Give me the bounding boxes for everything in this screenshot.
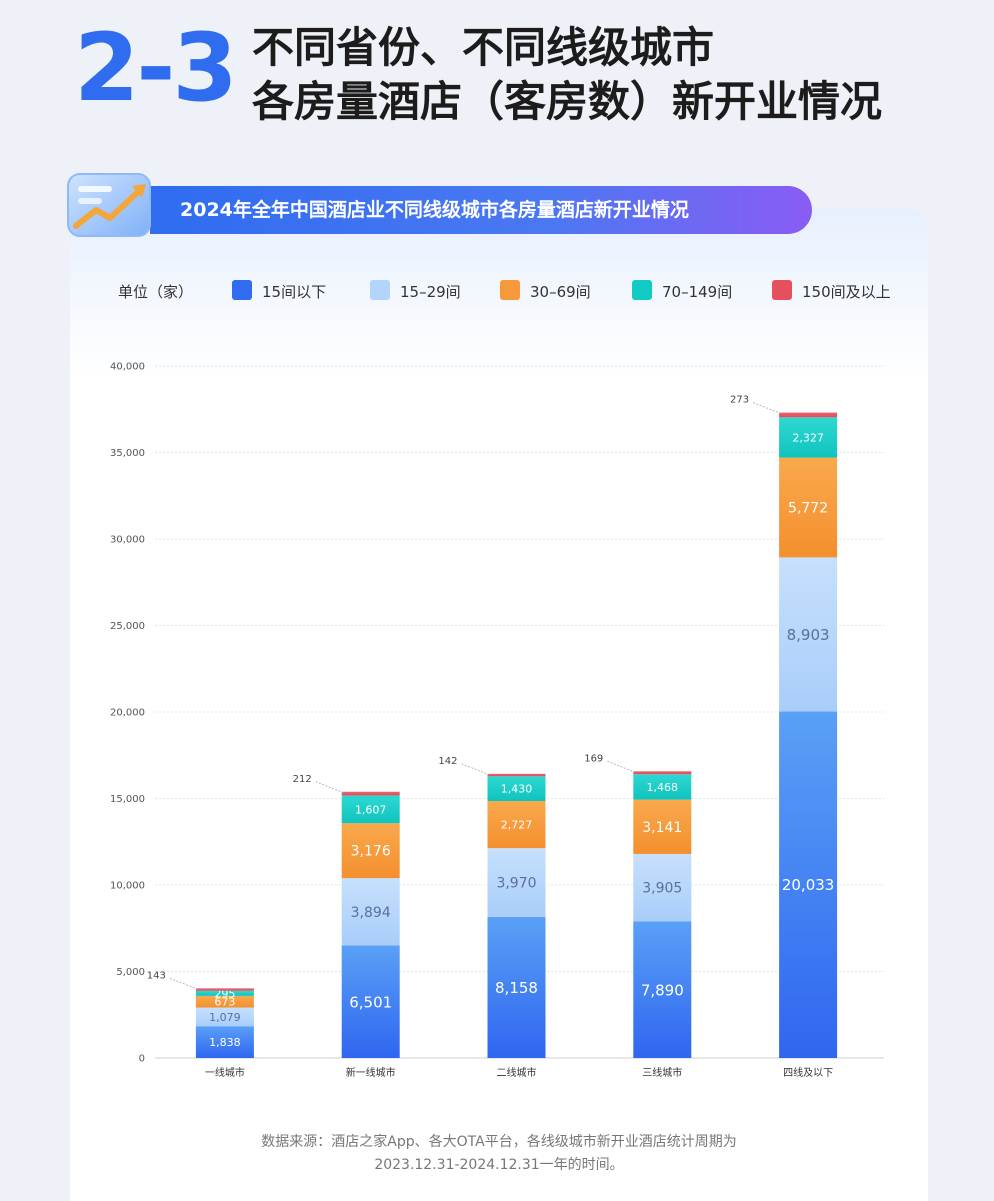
y-tick-label: 25,000 (110, 621, 145, 632)
bar-segment (633, 853, 692, 922)
bar-segment (195, 988, 254, 991)
data-label: 3,905 (642, 881, 682, 897)
bar-segment (341, 878, 400, 946)
data-label: 7,890 (641, 981, 684, 999)
legend-swatch (232, 280, 252, 300)
bar-segment (341, 795, 400, 824)
bar-segment (633, 921, 692, 1058)
data-label-top: 212 (293, 774, 312, 785)
legend-swatch (772, 280, 792, 300)
callout-leader (315, 781, 344, 794)
bar-segment (341, 791, 400, 796)
y-tick-label: 40,000 (110, 362, 145, 373)
data-label: 3,141 (642, 820, 682, 836)
bar-segment (341, 945, 400, 1058)
bar-segment (195, 1026, 254, 1058)
data-label-top: 169 (584, 753, 603, 764)
legend-swatch (500, 280, 520, 300)
data-label: 8,158 (495, 979, 538, 997)
data-label: 1,838 (209, 1036, 241, 1049)
callout-leader (752, 402, 782, 414)
data-label: 8,903 (787, 626, 830, 644)
bar-segment (487, 916, 546, 1058)
section-number: 2-3 (74, 14, 238, 123)
data-label: 673 (214, 996, 235, 1009)
data-label: 2,327 (792, 431, 824, 444)
data-label: 1,079 (209, 1011, 241, 1024)
legend-label: 150间及以上 (802, 283, 891, 301)
page-title-line-1: 不同省份、不同线级城市 (252, 23, 715, 72)
source-note-line-2: 2023.12.31-2024.12.31一年的时间。 (374, 1157, 624, 1173)
legend-swatch (370, 280, 390, 300)
data-label: 1,430 (501, 783, 533, 796)
bar-segment (487, 773, 546, 777)
bar-segment (487, 801, 546, 849)
y-tick-label: 20,000 (110, 708, 145, 719)
bar-segment (779, 457, 838, 558)
chart-title: 2024年全年中国酒店业不同线级城市各房量酒店新开业情况 (180, 199, 689, 221)
legend-label: 70–149间 (662, 283, 733, 301)
data-label-top: 142 (438, 756, 457, 767)
data-label: 20,033 (782, 876, 835, 894)
bar-segment (195, 1007, 254, 1027)
trend-chart-icon (64, 170, 156, 242)
callout-leader (461, 763, 490, 776)
y-tick-label: 30,000 (110, 535, 145, 546)
legend-label: 15间以下 (262, 283, 327, 301)
bar-segment (633, 771, 692, 775)
data-label: 1,607 (355, 803, 387, 816)
chart-legend: 单位（家） 15间以下 15–29间 30–69间 70–149间 150间及以… (118, 278, 918, 304)
legend-label: 30–69间 (530, 283, 591, 301)
y-tick-label: 10,000 (110, 881, 145, 892)
y-tick-label: 5,000 (116, 967, 145, 978)
x-category-label: 一线城市 (205, 1066, 245, 1079)
page-title-line-2: 各房量酒店（客房数）新开业情况 (252, 77, 883, 126)
y-tick-label: 35,000 (110, 448, 145, 459)
bar-segment (779, 557, 838, 712)
chart-title-banner (150, 186, 812, 234)
legend-swatch (632, 280, 652, 300)
bar-segment (341, 823, 400, 879)
callout-leader (169, 977, 199, 990)
page-header: 2-3 不同省份、不同线级城市 各房量酒店（客房数）新开业情况 (0, 0, 994, 160)
bar-segment (195, 995, 254, 1008)
data-label: 1,468 (647, 781, 679, 794)
bar-segment (779, 412, 838, 418)
bar-segment (195, 990, 254, 996)
callout-leader (607, 760, 636, 773)
x-category-label: 四线及以下 (783, 1066, 833, 1079)
bar-segment (779, 417, 838, 458)
data-label-top: 143 (147, 970, 166, 981)
x-category-label: 新一线城市 (346, 1066, 396, 1079)
y-tick-label: 0 (139, 1054, 145, 1065)
data-label: 5,772 (788, 500, 828, 516)
bar-segment (633, 774, 692, 800)
bar-segment (487, 776, 546, 802)
unit-label: 单位（家） (118, 283, 194, 301)
x-category-label: 二线城市 (497, 1066, 537, 1079)
x-category-label: 三线城市 (642, 1066, 682, 1079)
bar-segment (779, 711, 838, 1058)
source-note-line-1: 数据来源：酒店之家App、各大OTA平台，各线级城市新开业酒店统计周期为 (261, 1134, 737, 1150)
bar-segment (633, 799, 692, 854)
legend-label: 15–29间 (400, 283, 461, 301)
data-label: 3,176 (351, 844, 391, 860)
data-label: 2,727 (501, 819, 533, 832)
bar-segment (487, 848, 546, 917)
data-label-top: 273 (730, 395, 749, 406)
y-tick-label: 15,000 (110, 794, 145, 805)
data-label: 3,894 (351, 905, 391, 921)
data-label: 3,970 (496, 876, 536, 892)
data-label: 6,501 (349, 993, 392, 1011)
